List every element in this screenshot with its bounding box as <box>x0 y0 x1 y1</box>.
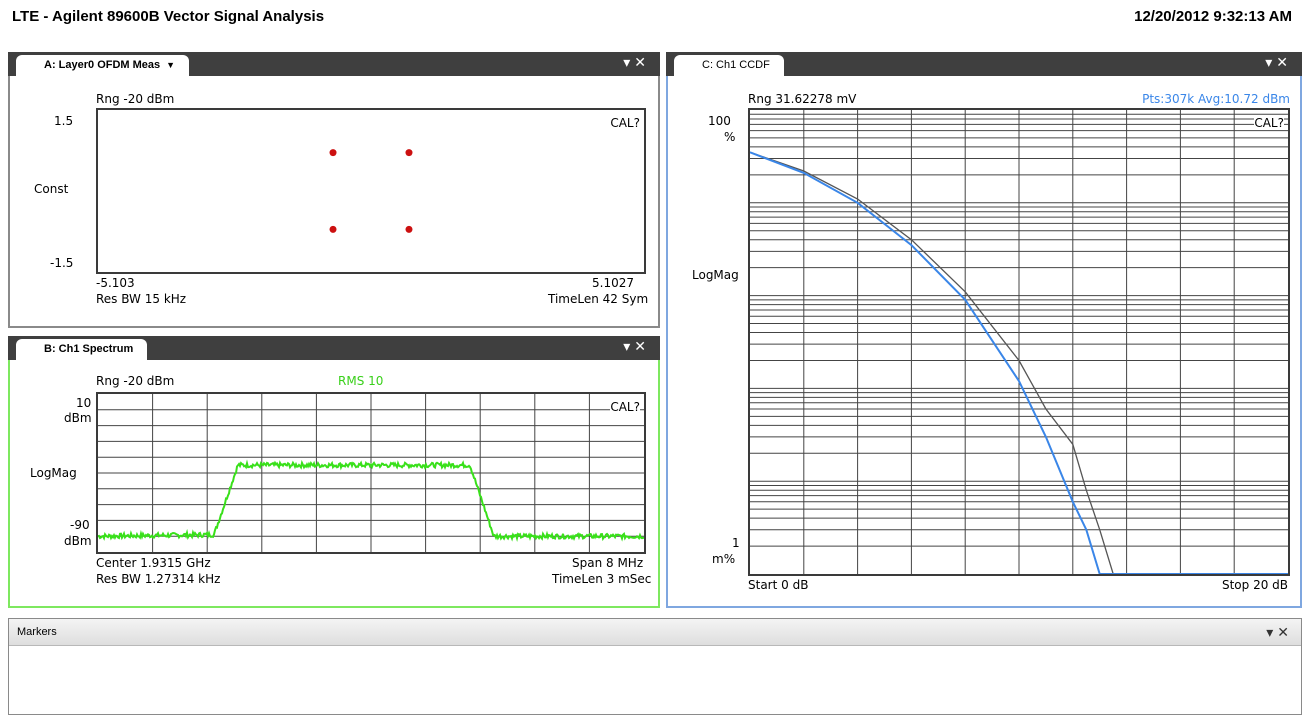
pin-down-icon[interactable]: ▾ <box>623 339 635 355</box>
y-bot-unit: dBm <box>64 534 92 548</box>
panel-a-body: Rng -20 dBm 1.5 Const -1.5 CAL? -5.103 5… <box>8 76 660 328</box>
close-icon[interactable]: ✕ <box>1277 624 1293 640</box>
constellation-point <box>405 225 413 233</box>
tab-spectrum[interactable]: B: Ch1 Spectrum <box>16 339 148 360</box>
close-icon[interactable]: ✕ <box>634 55 650 71</box>
spectrum-trace <box>98 459 644 543</box>
close-icon[interactable]: ✕ <box>634 339 650 355</box>
y-top-label: 10 <box>76 396 92 410</box>
ccdf-svg <box>750 110 1288 574</box>
cal-label: CAL? <box>610 400 640 414</box>
panel-b-window-buttons: ▾✕ <box>623 339 650 355</box>
y-bot-unit: m% <box>712 552 736 566</box>
y-bot-label: 1 <box>732 536 740 550</box>
res-bw-label: Res BW 15 kHz <box>96 292 187 306</box>
panel-c-window-buttons: ▾✕ <box>1265 55 1292 71</box>
tab-label: A: Layer0 OFDM Meas <box>44 59 161 71</box>
markers-panel: Markers ▾✕ <box>8 618 1302 715</box>
pin-down-icon[interactable]: ▾ <box>1266 624 1278 640</box>
app-title: LTE - Agilent 89600B Vector Signal Analy… <box>12 8 325 25</box>
range-label: Rng 31.62278 mV <box>748 92 857 106</box>
y-bot-label: -90 <box>70 518 90 532</box>
timelen-label: TimeLen 42 Sym <box>548 292 649 306</box>
panel-c-tabbar: C: Ch1 CCDF ▾✕ <box>666 52 1302 76</box>
ccdf-reference-trace <box>750 151 1114 574</box>
markers-header: Markers ▾✕ <box>9 619 1301 646</box>
y-top-unit: % <box>724 130 736 144</box>
timelen-label: TimeLen 3 mSec <box>552 572 652 586</box>
x-left-label: -5.103 <box>96 276 135 290</box>
cal-label: CAL? <box>610 116 640 130</box>
dropdown-caret-icon[interactable]: ▼ <box>166 60 176 70</box>
pts-avg-label: Pts:307k Avg:10.72 dBm <box>1142 92 1290 106</box>
y-top-label: 100 <box>708 114 731 128</box>
y-mid-label: Const <box>34 182 69 196</box>
cal-label: CAL? <box>1254 116 1284 130</box>
spectrum-svg <box>98 394 644 552</box>
constellation-plot[interactable]: CAL? <box>96 108 646 274</box>
y-bot-label: -1.5 <box>50 256 74 270</box>
y-mid-label: LogMag <box>30 466 77 480</box>
x-stop-label: Stop 20 dB <box>1221 578 1288 592</box>
range-label: Rng -20 dBm <box>96 92 175 106</box>
x-start-label: Start 0 dB <box>748 578 809 592</box>
tab-constellation[interactable]: A: Layer0 OFDM Meas ▼ <box>16 55 190 76</box>
range-label: Rng -20 dBm <box>96 374 175 388</box>
spectrum-plot[interactable]: CAL? <box>96 392 646 554</box>
panel-ccdf: C: Ch1 CCDF ▾✕ Rng 31.62278 mV Pts:307k … <box>666 52 1302 608</box>
panel-b-tabbar: B: Ch1 Spectrum ▾✕ <box>8 336 660 360</box>
pin-down-icon[interactable]: ▾ <box>623 55 635 71</box>
ccdf-measured-trace <box>750 151 1288 574</box>
y-mid-label: LogMag <box>692 268 739 282</box>
pin-down-icon[interactable]: ▾ <box>1265 55 1277 71</box>
constellation-point <box>329 149 337 157</box>
res-bw-label: Res BW 1.27314 kHz <box>96 572 221 586</box>
constellation-point <box>405 149 413 157</box>
panel-c-body: Rng 31.62278 mV Pts:307k Avg:10.72 dBm 1… <box>666 76 1302 608</box>
tab-ccdf[interactable]: C: Ch1 CCDF <box>674 55 784 76</box>
center-label: Center 1.9315 GHz <box>96 556 211 570</box>
y-top-label: 1.5 <box>54 114 74 128</box>
close-icon[interactable]: ✕ <box>1276 55 1292 71</box>
y-top-unit: dBm <box>64 411 92 425</box>
constellation-svg <box>329 149 413 233</box>
rms-label: RMS 10 <box>338 374 384 388</box>
panel-a-window-buttons: ▾✕ <box>623 55 650 71</box>
panel-b-body: Rng -20 dBm RMS 10 10 dBm LogMag -90 dBm… <box>8 360 660 608</box>
ccdf-plot[interactable]: CAL? <box>748 108 1290 576</box>
panel-constellation: A: Layer0 OFDM Meas ▼ ▾✕ Rng -20 dBm 1.5 … <box>8 52 660 328</box>
tab-label: B: Ch1 Spectrum <box>44 343 134 355</box>
panel-a-tabbar: A: Layer0 OFDM Meas ▼ ▾✕ <box>8 52 660 76</box>
tab-label: C: Ch1 CCDF <box>702 59 770 71</box>
panel-spectrum: B: Ch1 Spectrum ▾✕ Rng -20 dBm RMS 10 10… <box>8 336 660 608</box>
constellation-point <box>329 225 337 233</box>
markers-window-buttons: ▾✕ <box>1266 619 1293 645</box>
x-right-label: 5.1027 <box>592 276 634 290</box>
span-label: Span 8 MHz <box>572 556 644 570</box>
markers-title: Markers <box>17 626 57 638</box>
datetime: 12/20/2012 9:32:13 AM <box>1134 8 1292 25</box>
